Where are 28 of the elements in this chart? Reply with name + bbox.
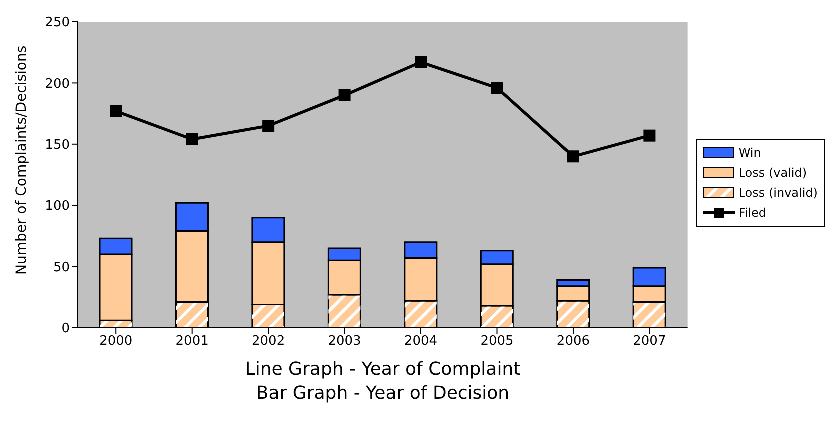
x-tick-label: 2001 (176, 334, 209, 350)
x-tick-label: 2002 (252, 334, 286, 350)
x-axis-title: Line Graph - Year of Complaint Bar Graph - Year of Decision (244, 358, 522, 406)
y-tick-label: 0 (62, 322, 70, 337)
point (186, 134, 198, 146)
x-tick-label: 2004 (404, 334, 438, 350)
legend-label: Loss (invalid) (738, 186, 818, 200)
x-tick-label: 2005 (480, 334, 514, 350)
legend-label: Loss (valid) (738, 166, 808, 180)
x-tick-label: 2000 (100, 334, 133, 350)
y-tick-label: 100 (45, 199, 70, 214)
x-tick-label: 2003 (328, 334, 362, 350)
point (644, 130, 656, 142)
point (491, 82, 504, 94)
point (415, 56, 428, 68)
y-tick-label: 50 (53, 260, 70, 276)
y-axis-title: Number of Complaints/Decisions (14, 46, 30, 275)
point (567, 150, 580, 163)
legend-label: Filed (738, 206, 767, 220)
point (338, 89, 351, 102)
point (262, 120, 275, 132)
y-tick-label: 200 (45, 76, 70, 92)
y-tick-label: 150 (45, 138, 70, 154)
x-tick-label: 2007 (633, 334, 666, 350)
y-tick-label: 250 (45, 16, 70, 31)
x-tick-label: 2006 (556, 334, 590, 350)
legend-label: Win (738, 146, 762, 160)
point (110, 105, 122, 118)
